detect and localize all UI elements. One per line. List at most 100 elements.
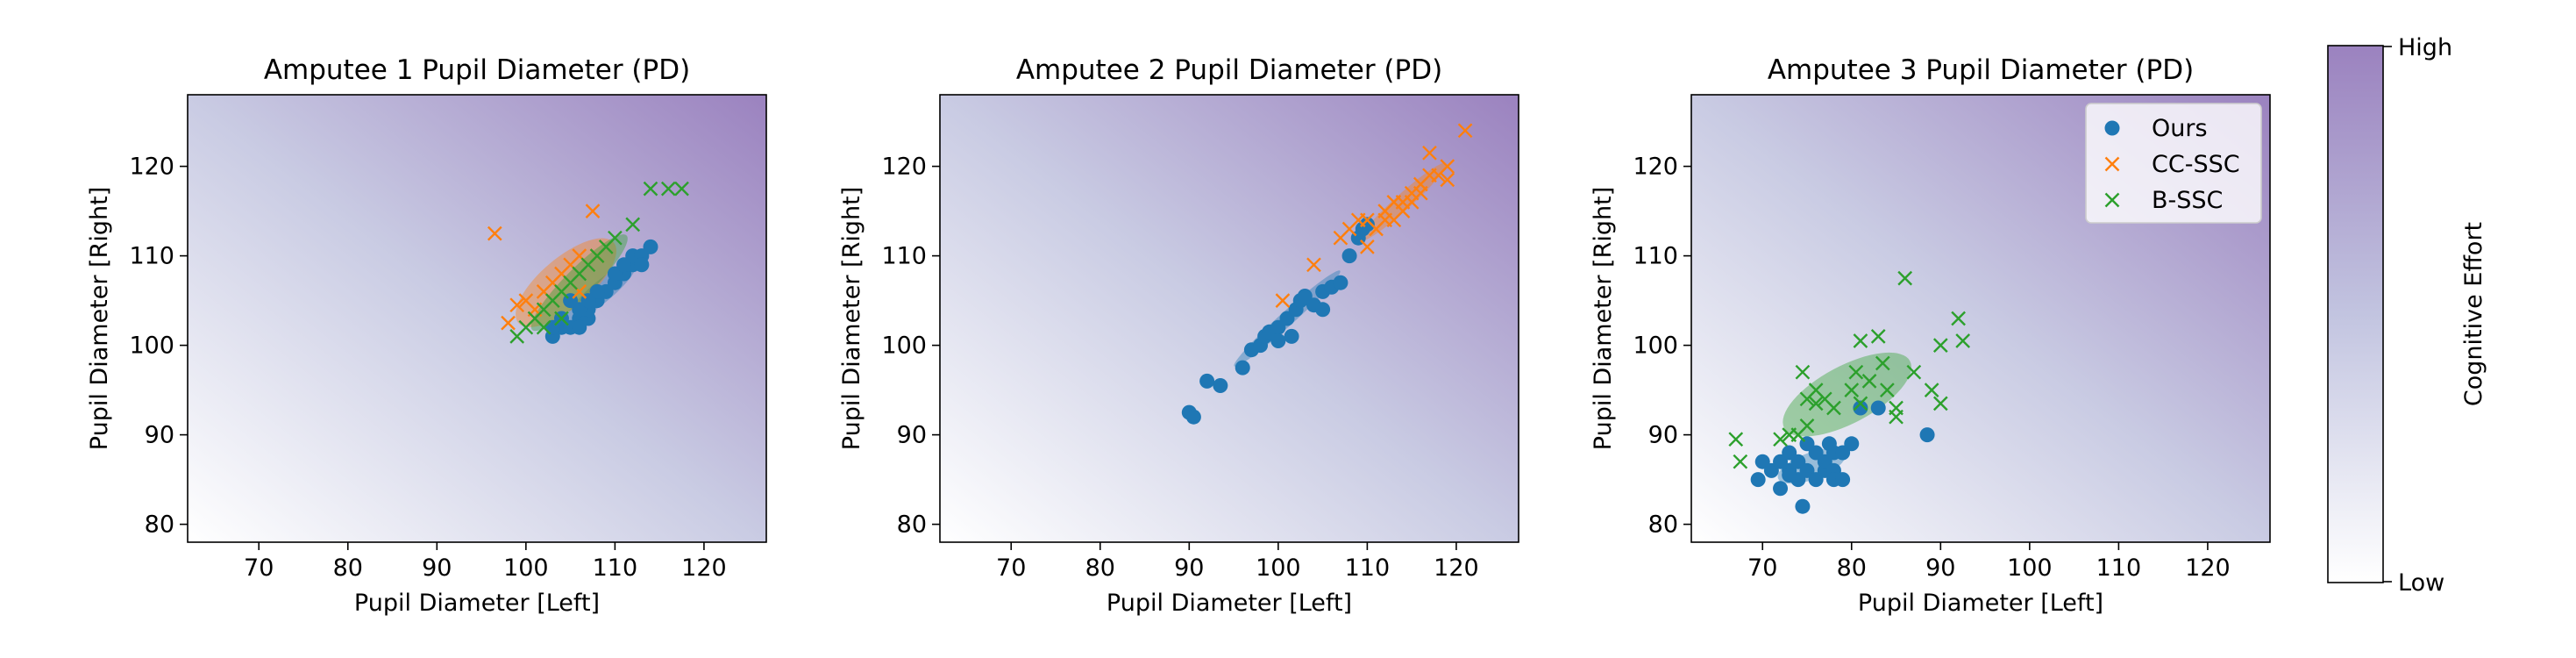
legend-marker-b-ssc [2104,192,2120,208]
y-axis-label: Pupil Diameter [Right] [1590,187,1617,450]
x-tick-label: 80 [1085,554,1115,582]
data-point [1359,217,1375,232]
legend-label-ours: Ours [2152,115,2208,142]
data-point [554,311,569,326]
data-point [608,230,623,246]
data-point [1955,333,1971,348]
data-point [1880,383,1895,397]
data-point [585,204,601,218]
data-point [1413,185,1428,201]
series-cc-ssc [487,204,605,331]
data-point [1341,248,1357,264]
data-point [625,217,641,232]
plot-frame [939,94,1519,543]
panels-group: 70 80 90 100 110 120 80 90 100 110 120 Amputee 1 Pu… [86,54,2271,617]
legend: Ours CC-SSC B-SSC [2085,103,2262,224]
data-point [1440,172,1455,188]
legend-label-cc-ssc: CC-SSC [2152,151,2240,178]
data-point [1733,454,1748,469]
x-tick-label: 90 [1925,554,1955,582]
data-point [1919,427,1935,443]
data-point [1799,418,1815,433]
x-tick-label: 120 [681,554,727,582]
y-tick-label: 100 [1633,333,1678,360]
x-tick-label: 120 [2185,554,2231,582]
data-point [1870,329,1886,344]
data-point [1199,373,1215,389]
data-point [1795,498,1811,514]
data-point [1932,396,1948,411]
x-axis-label: Pupil Diameter [Left] [1107,590,1352,617]
data-point [572,319,587,335]
data-point [1284,328,1299,344]
data-point [1951,311,1966,326]
data-point [1853,400,1868,416]
x-tick-label: 110 [2096,554,2142,582]
y-tick-label: 90 [145,422,174,449]
y-tick-label: 100 [881,333,927,360]
colorbar-low-label: Low [2398,569,2444,597]
colorbar: High Low Cognitive Effort [2327,34,2487,597]
data-point [1795,364,1811,380]
y-tick-label: 90 [1648,422,1678,449]
data-point [1728,432,1744,447]
x-tick-label: 70 [244,554,274,582]
x-tick-label: 90 [1174,554,1204,582]
confidence-ellipse-b-ssc [530,234,628,332]
data-point [1422,145,1437,161]
data-point [1924,383,1939,397]
data-point [1932,338,1948,353]
plot-frame [1690,94,2271,543]
y-tick-label: 80 [1648,511,1678,539]
data-point [536,319,551,335]
data-point [1315,302,1331,318]
y-tick-label: 100 [129,333,174,360]
chart-background-gradient [940,95,1519,542]
y-tick-label: 120 [129,154,174,181]
chart-title: Amputee 3 Pupil Diameter (PD) [1768,54,2194,86]
chart-panel-2: 70 80 90 100 110 120 80 90 100 110 120 Amputee 2 Pu… [838,54,1519,617]
series-ours [544,239,658,344]
x-tick-label: 90 [422,554,452,582]
data-point [674,181,689,197]
data-point [1213,378,1228,393]
data-point [1897,270,1913,286]
chart-panel-1: 70 80 90 100 110 120 80 90 100 110 120 Amputee 1 Pu… [86,54,767,617]
y-tick-label: 90 [897,422,927,449]
data-point [1360,240,1375,254]
legend-marker-cc-ssc [2104,156,2120,172]
data-point [487,225,502,241]
series-ours [1750,400,1935,514]
y-tick-label: 120 [881,154,927,181]
data-point [1782,468,1797,483]
data-point [1808,396,1824,411]
data-point [1861,374,1877,389]
x-tick-label: 120 [1434,554,1479,582]
series-ours [1181,217,1375,425]
series-b-ssc [509,181,689,344]
y-axis-label: Pupil Diameter [Right] [838,187,865,450]
data-point [509,297,525,313]
data-point [1906,364,1922,380]
chart-title: Amputee 1 Pupil Diameter (PD) [264,54,690,86]
colorbar-high-label: High [2398,34,2452,61]
y-tick-label: 80 [145,511,174,539]
data-point [1440,159,1455,174]
series-b-ssc [1728,270,1971,469]
data-point [1844,383,1860,397]
x-tick-label: 100 [1256,554,1301,582]
x-tick-label: 80 [333,554,363,582]
data-point [1875,355,1890,371]
data-point [634,257,650,273]
chart-title: Amputee 2 Pupil Diameter (PD) [1016,54,1442,86]
y-tick-label: 80 [897,511,927,539]
legend-box [2085,103,2262,224]
data-point [1773,481,1789,497]
data-point [1773,432,1788,447]
data-point [1270,333,1286,348]
data-point [616,257,632,273]
data-point [1185,409,1201,425]
data-point [1853,333,1868,348]
data-point [643,239,658,254]
